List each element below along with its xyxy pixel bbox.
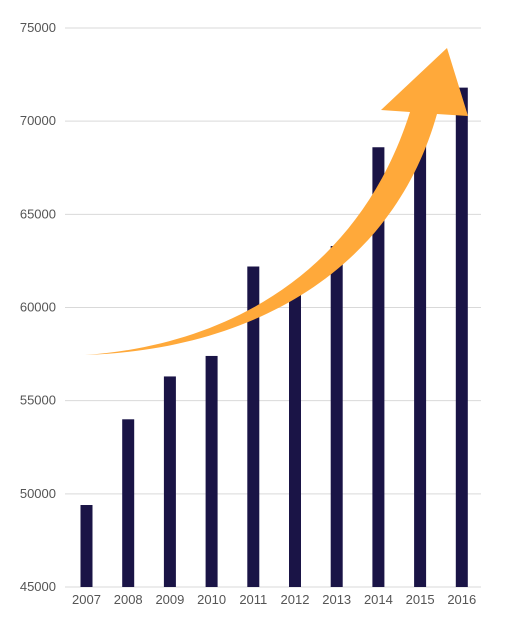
y-tick-label: 60000	[20, 300, 56, 315]
x-tick-label: 2010	[197, 592, 226, 607]
x-tick-label: 2015	[406, 592, 435, 607]
trend-arrow-layer	[85, 48, 468, 355]
y-axis-labels: 45000 50000 55000 60000 65000 70000 75000	[20, 20, 56, 594]
x-tick-label: 2016	[447, 592, 476, 607]
x-tick-label: 2013	[322, 592, 351, 607]
x-tick-label: 2007	[72, 592, 101, 607]
y-tick-label: 45000	[20, 579, 56, 594]
y-tick-label: 55000	[20, 393, 56, 408]
bar-2015	[414, 134, 427, 587]
bar-2011	[247, 266, 260, 587]
x-tick-label: 2009	[155, 592, 184, 607]
grid-layer	[65, 27, 481, 588]
bar-layer	[80, 87, 468, 588]
bar-2009	[163, 376, 176, 587]
bar-2012	[289, 290, 301, 587]
bar-2014	[372, 147, 385, 587]
y-tick-label: 50000	[20, 486, 56, 501]
bar-2010	[205, 355, 218, 587]
bar-2008	[122, 419, 135, 587]
x-tick-label: 2014	[364, 592, 393, 607]
x-axis-labels: 2007 2008 2009 2010 2011 2012 2013 2014 2015 2016	[72, 592, 476, 607]
bar-2007	[80, 505, 93, 587]
x-tick-label: 2011	[239, 592, 267, 607]
y-tick-label: 65000	[20, 206, 56, 221]
y-tick-label: 70000	[20, 113, 56, 128]
x-tick-label: 2012	[281, 592, 310, 607]
x-tick-label: 2008	[114, 592, 143, 607]
bar-2016	[455, 87, 468, 588]
bar-2013	[330, 246, 343, 587]
y-tick-label: 75000	[20, 20, 56, 35]
trend-arrow-icon	[85, 48, 468, 355]
